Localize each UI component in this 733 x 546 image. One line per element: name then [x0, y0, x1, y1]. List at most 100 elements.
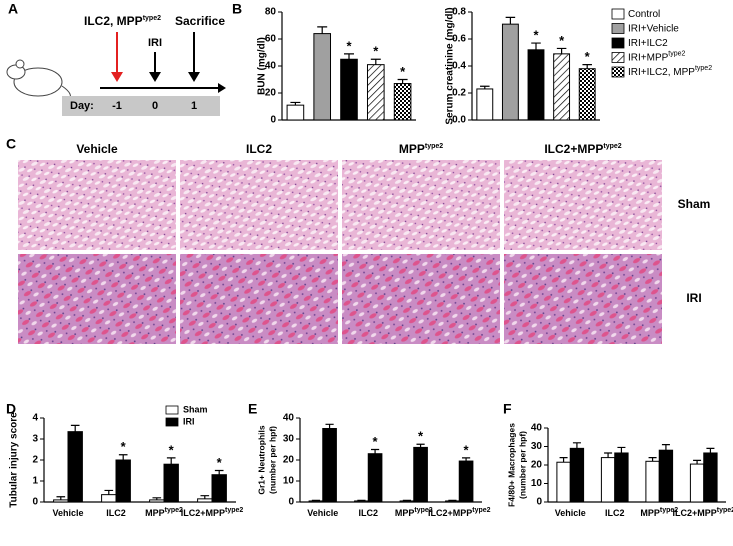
- bar: [645, 460, 660, 503]
- column-header: ILC2: [246, 142, 272, 156]
- legend-swatch: [165, 405, 179, 415]
- y-tick-label: 0: [270, 115, 276, 126]
- legend-label-main: Control: [628, 9, 660, 20]
- timeline-band: [62, 96, 220, 116]
- y-tick-label: 3: [32, 434, 38, 445]
- bar: [399, 500, 415, 503]
- y-tick-label: 10: [283, 476, 295, 487]
- column-header-sup: type2: [425, 143, 443, 150]
- x-tick-label-main: ILC2+MPP: [428, 508, 472, 518]
- x-tick-label: ILC2: [605, 508, 625, 518]
- y-axis-label: Gr1+ Neutrophils: [256, 425, 266, 494]
- error-bar: [200, 495, 210, 499]
- bar: [569, 447, 585, 503]
- y-tick-label: 0.2: [452, 88, 466, 99]
- error-bar: [397, 78, 408, 84]
- legend-label: IRI+Vehicle: [628, 23, 679, 34]
- error-bar: [582, 64, 592, 69]
- significance-star: *: [585, 49, 591, 64]
- bar: [115, 459, 131, 503]
- endpoint-label: Sacrifice: [175, 14, 225, 28]
- significance-star: *: [169, 442, 175, 457]
- bar: [553, 53, 571, 121]
- significance-star: *: [121, 439, 127, 454]
- error-bar: [706, 447, 715, 453]
- legend-swatch: [611, 66, 625, 78]
- bar: [211, 474, 227, 503]
- y-axis-label: (number per hpf): [517, 431, 527, 499]
- legend-swatch: [611, 37, 625, 49]
- histology-image: [180, 160, 338, 250]
- error-bar: [648, 457, 657, 462]
- row-label: IRI: [686, 291, 701, 305]
- histology-image: [342, 160, 500, 250]
- bar: [313, 33, 332, 121]
- column-header-main: ILC2: [246, 142, 272, 156]
- x-tick-label-sup: type2: [414, 507, 432, 514]
- bar: [578, 68, 596, 121]
- legend-label: Control: [628, 9, 660, 20]
- x-tick-label: ILC2: [358, 508, 378, 518]
- panel-label: B: [232, 1, 242, 17]
- error-bar: [604, 452, 613, 458]
- y-axis-label: (number per hpf): [267, 426, 277, 494]
- bar: [322, 428, 337, 503]
- error-bar: [370, 58, 381, 65]
- x-tick-label-sup: type2: [472, 507, 490, 514]
- error-bar: [572, 442, 581, 449]
- significance-star: *: [400, 64, 406, 79]
- column-header-main: MPP: [399, 142, 425, 156]
- x-tick-label-main: Vehicle: [555, 508, 586, 518]
- error-bar: [104, 489, 114, 495]
- error-bar: [325, 423, 334, 429]
- histology-image: [504, 254, 662, 344]
- y-tick-label: 10: [531, 478, 543, 489]
- error-bar: [344, 53, 354, 60]
- y-tick-label: 40: [531, 423, 543, 434]
- significance-star: *: [559, 33, 565, 48]
- bar: [366, 64, 385, 121]
- y-tick-label: 0.8: [452, 7, 466, 18]
- x-tick-label: Vehicle: [52, 508, 83, 518]
- error-bar: [461, 457, 471, 462]
- significance-star: *: [373, 44, 379, 59]
- error-bar: [617, 446, 626, 453]
- significance-star: *: [346, 38, 352, 53]
- legend-label-main: IRI+MPP: [628, 52, 669, 63]
- bar: [614, 452, 629, 503]
- x-tick-label-main: MPP: [395, 508, 415, 518]
- y-tick-label: 0: [32, 497, 38, 508]
- significance-star: *: [217, 455, 223, 470]
- bar: [393, 83, 412, 121]
- y-tick-label: 80: [265, 7, 277, 18]
- bar: [413, 446, 428, 503]
- y-tick-label: 20: [531, 460, 543, 471]
- column-header-sup: type2: [603, 143, 621, 150]
- histology-image: [504, 160, 662, 250]
- legend-label: IRI+ILC2, MPPtype2: [628, 65, 712, 78]
- y-axis-label: Serum creatinine (mg/dl): [445, 7, 456, 124]
- bar: [53, 499, 69, 503]
- error-bar: [370, 448, 380, 454]
- x-tick-label-main: ILC2: [605, 508, 625, 518]
- mouse-icon: [6, 59, 71, 101]
- significance-star: *: [373, 434, 379, 449]
- injury-label: IRI: [148, 37, 162, 49]
- x-tick-label-main: ILC2: [106, 508, 126, 518]
- histology-image: [18, 160, 176, 250]
- x-tick-label-main: ILC2: [358, 508, 378, 518]
- x-tick-label: ILC2+MPPtype2: [428, 507, 491, 519]
- panel-label: C: [6, 136, 16, 152]
- panel-label: D: [6, 401, 16, 417]
- day-tick: 0: [152, 100, 158, 112]
- significance-star: *: [464, 442, 470, 457]
- y-tick-label: 0.6: [452, 34, 466, 45]
- arrows: [111, 32, 200, 82]
- x-tick-label-main: Vehicle: [52, 508, 83, 518]
- y-axis-label: F4/80+ Macrophages: [506, 423, 516, 507]
- legend-label-main: IRI+ILC2, MPP: [628, 67, 695, 78]
- legend-swatch: [611, 8, 625, 20]
- x-tick-label-main: MPP: [640, 508, 660, 518]
- histology-image: [18, 254, 176, 344]
